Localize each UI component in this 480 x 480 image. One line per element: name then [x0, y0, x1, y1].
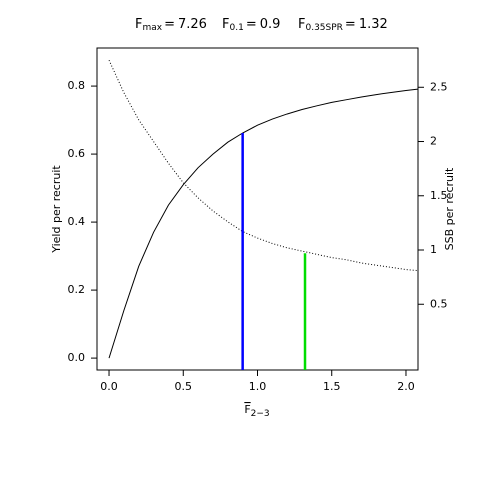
title-value: 7.26	[178, 17, 207, 32]
title-value: 1.32	[359, 17, 388, 32]
y2-tick-label: 2.5	[430, 80, 448, 93]
x-tick-label: 0.5	[175, 380, 193, 393]
title-sign: =	[345, 17, 356, 32]
title-subscript: 0.35SPR	[305, 23, 342, 33]
y2-tick-label: 1	[430, 243, 437, 256]
series-line	[108, 88, 418, 359]
x-tick-label: 1.5	[323, 380, 341, 393]
x-axis-label: F2−3	[244, 403, 269, 419]
y-tick-label: 0.8	[68, 79, 86, 92]
y2-tick-label: 0.5	[430, 297, 448, 310]
title-sign: =	[164, 17, 175, 32]
y-tick-label: 0.2	[68, 283, 86, 296]
y-axis-label: Yield per recruit	[50, 165, 63, 254]
title-item: Fmax = 7.26	[135, 17, 207, 33]
x-tick-label: 0.0	[100, 380, 118, 393]
y2-tick-label: 2	[430, 135, 437, 148]
title-symbol: F	[222, 17, 229, 32]
x-label-subscript: 2−3	[251, 409, 270, 419]
y-tick-label: 0.6	[68, 147, 86, 160]
y-tick-label: 0.0	[68, 351, 86, 364]
y-tick-label: 0.4	[68, 215, 86, 228]
y2-axis-label: SSB per recruit	[443, 167, 456, 250]
y2-tick-label: 1.5	[430, 189, 448, 202]
x-tick-label: 1.0	[249, 380, 267, 393]
title-value: 0.9	[260, 17, 281, 32]
title-subscript: max	[142, 23, 162, 33]
x-tick-label: 2.0	[397, 380, 415, 393]
title-item: F0.35SPR = 1.32	[298, 17, 388, 33]
title-subscript: 0.1	[229, 23, 243, 33]
title-item: F0.1 = 0.9	[222, 17, 280, 33]
series-line	[108, 59, 418, 272]
title-symbol: F	[298, 17, 305, 32]
title-sign: =	[246, 17, 257, 32]
x-label-symbol: F	[244, 403, 250, 416]
title-symbol: F	[135, 17, 142, 32]
